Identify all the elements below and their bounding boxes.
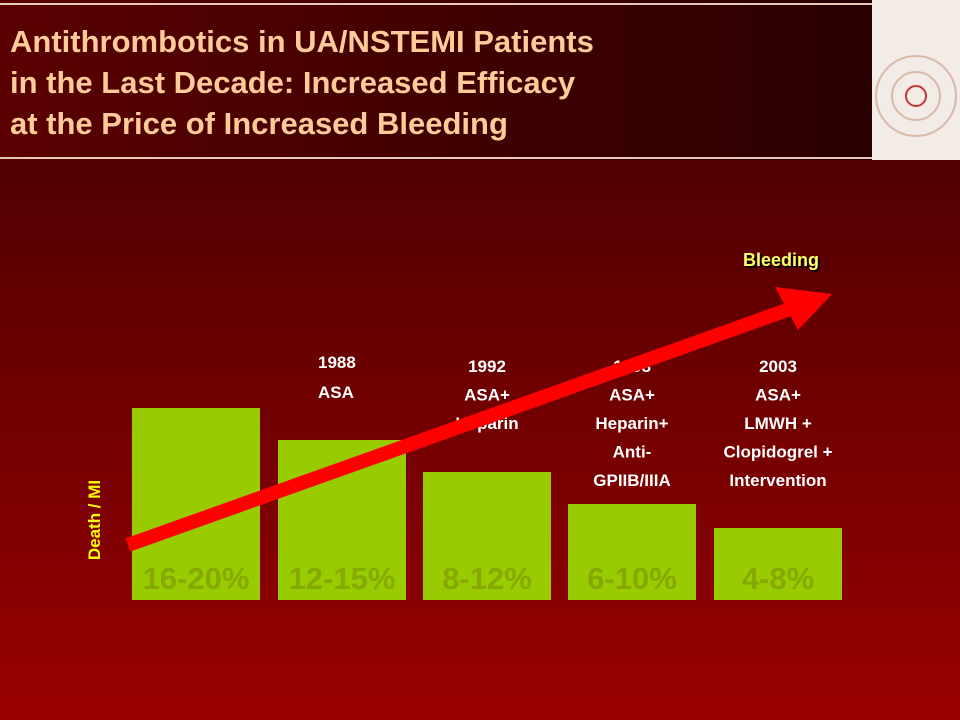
logo-decoration bbox=[875, 55, 957, 137]
arrow-shaft bbox=[125, 302, 793, 552]
era-text: Heparin+ bbox=[595, 414, 668, 433]
era-text: LMWH + bbox=[744, 414, 812, 433]
bar-label: 8-12% bbox=[442, 561, 532, 596]
title-line: at the Price of Increased Bleeding bbox=[10, 106, 508, 141]
era-text: ASA+ bbox=[755, 386, 801, 405]
bar-label: 4-8% bbox=[742, 561, 814, 596]
bar-label: 12-15% bbox=[289, 561, 396, 596]
era-text: Intervention bbox=[729, 471, 826, 490]
era-text: 1992 bbox=[468, 357, 506, 376]
era-text: ASA+ bbox=[609, 386, 655, 405]
bar bbox=[714, 528, 842, 600]
bar-label: 16-20% bbox=[143, 561, 250, 596]
era-text: ASA+ bbox=[464, 386, 510, 405]
bar-label: 6-10% bbox=[587, 561, 677, 596]
axis-label: Death / MI bbox=[85, 480, 104, 560]
bar bbox=[423, 472, 551, 600]
arrow-label: Bleeding bbox=[743, 250, 819, 270]
era-text: GPIIB/IIIA bbox=[593, 471, 670, 490]
era-text: ASA bbox=[318, 383, 354, 402]
era-text: 2003 bbox=[759, 357, 797, 376]
title-line: in the Last Decade: Increased Efficacy bbox=[10, 65, 576, 100]
title-band bbox=[0, 0, 872, 160]
arrow-label-shadow: Bleeding bbox=[745, 252, 821, 272]
bar bbox=[568, 504, 696, 600]
era-text: Anti- bbox=[613, 443, 652, 462]
logo-area bbox=[872, 0, 960, 160]
arrow-head bbox=[775, 287, 832, 330]
trend-arrow bbox=[125, 287, 832, 552]
title-line: Antithrombotics in UA/NSTEMI Patients bbox=[10, 24, 594, 59]
era-text: Clopidogrel + bbox=[723, 443, 832, 462]
era-text: 1988 bbox=[318, 353, 356, 372]
